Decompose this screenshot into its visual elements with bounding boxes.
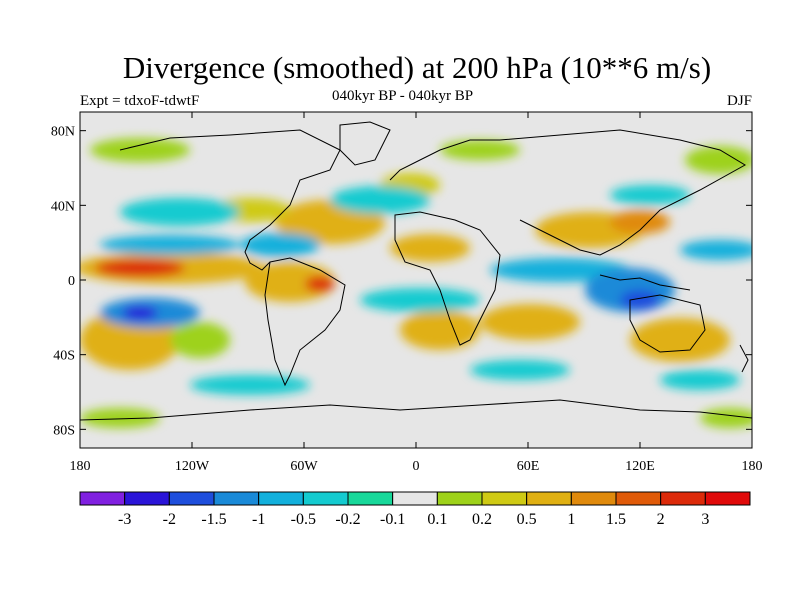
y-tick-label: 40S: [53, 349, 75, 364]
x-tick-label: 180: [742, 459, 763, 474]
x-tick-label: 180: [70, 459, 91, 474]
colorbar-label: 1: [567, 511, 575, 528]
colorbar-swatch: [526, 491, 572, 506]
colorbar-swatch: [79, 491, 126, 506]
colorbar-label: 2: [657, 511, 665, 528]
colorbar-swatch: [124, 491, 170, 506]
colorbar: -3 -2 -1.5 -1 -0.5 -0.2 -0.1 0.1 0.2 0.5 1 1.5 2 3: [79, 491, 751, 528]
coastline-europe: [389, 139, 500, 181]
field-divergence-blob: [170, 322, 230, 358]
field-convergence-blob: [620, 290, 660, 310]
y-axis: 80N 40N 0 40S 80S: [51, 125, 752, 438]
field-convergence-blob: [190, 375, 310, 395]
colorbar-label: 1.5: [606, 511, 626, 528]
coastline-new-zealand: [739, 344, 749, 373]
colorbar-label: -0.1: [380, 511, 405, 528]
coastlines: [80, 121, 752, 421]
field-convergence-blob: [120, 198, 240, 226]
x-tick-label: 120E: [625, 459, 655, 474]
colorbar-label: 0.1: [427, 511, 447, 528]
colorbar-swatch: [660, 491, 706, 506]
colorbar-label: -3: [118, 511, 131, 528]
coastline-greenland: [339, 121, 391, 166]
y-tick-label: 80S: [53, 423, 75, 438]
field-convergence-blob: [490, 258, 630, 282]
coastline-antarctica: [80, 399, 752, 421]
field-divergence-blob: [440, 140, 520, 160]
coastline-south-america: [264, 257, 346, 387]
field-convergence-blob: [330, 186, 430, 214]
chart-title: Divergence (smoothed) at 200 hPa (10**6 …: [122, 50, 712, 85]
y-tick-label: 40N: [51, 199, 75, 214]
field-divergence-blob: [80, 408, 160, 428]
x-tick-label: 0: [413, 459, 420, 474]
colorbar-label: 0.2: [472, 511, 492, 528]
y-tick-label: 80N: [51, 125, 75, 140]
x-tick-label: 120W: [175, 459, 210, 474]
field-convergence-blob: [660, 370, 740, 390]
season-label: DJF: [726, 93, 752, 109]
colorbar-swatch: [168, 491, 215, 506]
field-divergence-blob: [400, 310, 480, 350]
colorbar-label: -0.2: [335, 511, 360, 528]
experiment-label: Expt = tdxoF-tdwtF: [80, 93, 200, 109]
coastline-asia: [499, 129, 746, 256]
field-convergence-blob: [680, 240, 752, 260]
field-convergence-blob: [610, 185, 690, 205]
colorbar-swatch: [258, 491, 304, 506]
field-divergence-blob: [90, 138, 190, 162]
colorbar-label: -1.5: [201, 511, 226, 528]
colorbar-swatch: [436, 491, 483, 506]
colorbar-swatch: [347, 491, 394, 506]
colorbar-label: 3: [701, 511, 709, 528]
colorbar-swatch: [213, 491, 260, 506]
field-divergence-blob: [95, 259, 185, 277]
colorbar-swatch: [704, 491, 751, 506]
colorbar-swatch: [302, 491, 349, 506]
field-convergence-blob: [122, 306, 158, 320]
field-convergence-blob: [470, 360, 570, 380]
field-divergence-blob: [480, 304, 580, 340]
colorbar-label: -1: [252, 511, 265, 528]
field-convergence-blob: [100, 235, 240, 255]
x-tick-label: 60W: [290, 459, 318, 474]
colorbar-swatch: [392, 491, 438, 506]
y-tick-label: 0: [68, 274, 75, 289]
colorbar-label: -0.5: [291, 511, 316, 528]
colorbar-swatch: [570, 491, 617, 506]
field-divergence-blob: [630, 318, 730, 362]
divergence-field: [80, 112, 752, 448]
field-divergence-blob: [305, 276, 335, 292]
colorbar-label: -2: [163, 511, 176, 528]
field-divergence-blob: [610, 210, 670, 234]
field-convergence-blob: [240, 233, 320, 257]
field-convergence-blob: [360, 288, 480, 312]
x-tick-label: 60E: [517, 459, 540, 474]
period-label: 040kyr BP - 040kyr BP: [332, 88, 474, 104]
coastline-australia: [629, 294, 706, 353]
x-axis: 180 120W 60W 0 60E 120E 180: [70, 112, 763, 474]
field-divergence-blob: [685, 146, 752, 174]
colorbar-swatch: [481, 491, 528, 506]
coastline-north-america: [119, 129, 341, 271]
coastline-africa: [394, 211, 501, 346]
field-divergence-blob: [390, 234, 470, 262]
colorbar-swatch: [615, 491, 662, 506]
colorbar-label: 0.5: [517, 511, 537, 528]
coastline-maritime-continent: [599, 274, 691, 291]
field-divergence-blob: [245, 262, 335, 302]
